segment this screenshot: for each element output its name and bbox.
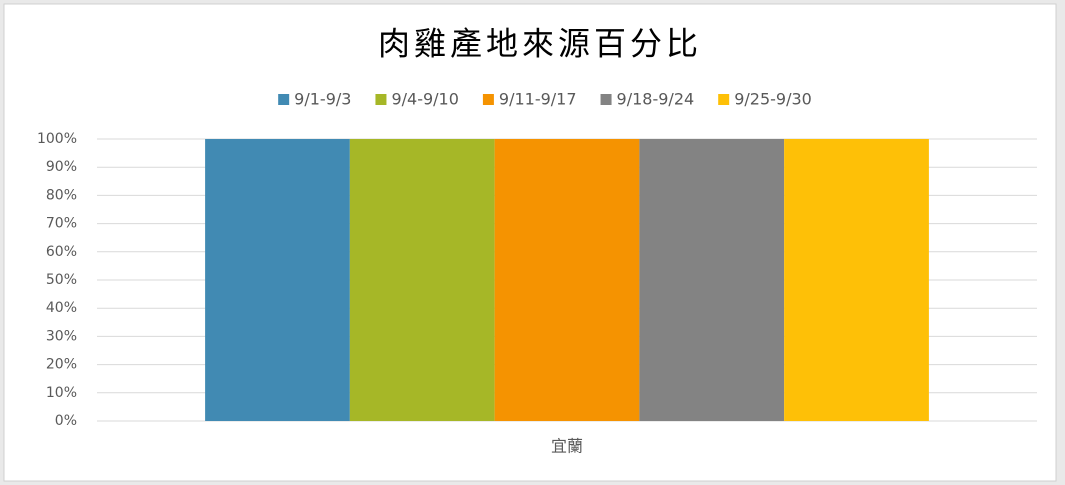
legend-label: 9/25-9/30 [734, 90, 812, 109]
x-tick-label: 宜蘭 [551, 437, 583, 456]
legend-swatch [278, 94, 290, 105]
y-tick-label: 0% [55, 413, 77, 429]
chart-title: 肉雞產地來源百分比 [378, 25, 702, 63]
legend-label: 9/18-9/24 [617, 90, 695, 109]
legend-swatch [600, 94, 612, 105]
legend-swatch [718, 94, 730, 105]
legend-swatch [375, 94, 387, 105]
legend-label: 9/1-9/3 [294, 90, 351, 109]
bar [639, 139, 785, 421]
legend-label: 9/11-9/17 [499, 90, 577, 109]
y-tick-label: 70% [46, 216, 77, 232]
y-tick-label: 90% [46, 159, 77, 175]
y-tick-label: 100% [37, 131, 77, 147]
bar [349, 139, 495, 421]
y-tick-label: 30% [46, 328, 77, 344]
legend-label: 9/4-9/10 [391, 90, 458, 109]
bar [494, 139, 640, 421]
legend-swatch [482, 94, 494, 105]
bar [784, 139, 929, 421]
y-tick-label: 50% [46, 272, 77, 288]
bar [205, 139, 350, 421]
y-tick-label: 10% [46, 385, 77, 401]
y-tick-label: 60% [46, 244, 77, 260]
y-tick-label: 20% [46, 357, 77, 373]
y-tick-label: 80% [46, 187, 77, 203]
y-tick-label: 40% [46, 300, 77, 316]
